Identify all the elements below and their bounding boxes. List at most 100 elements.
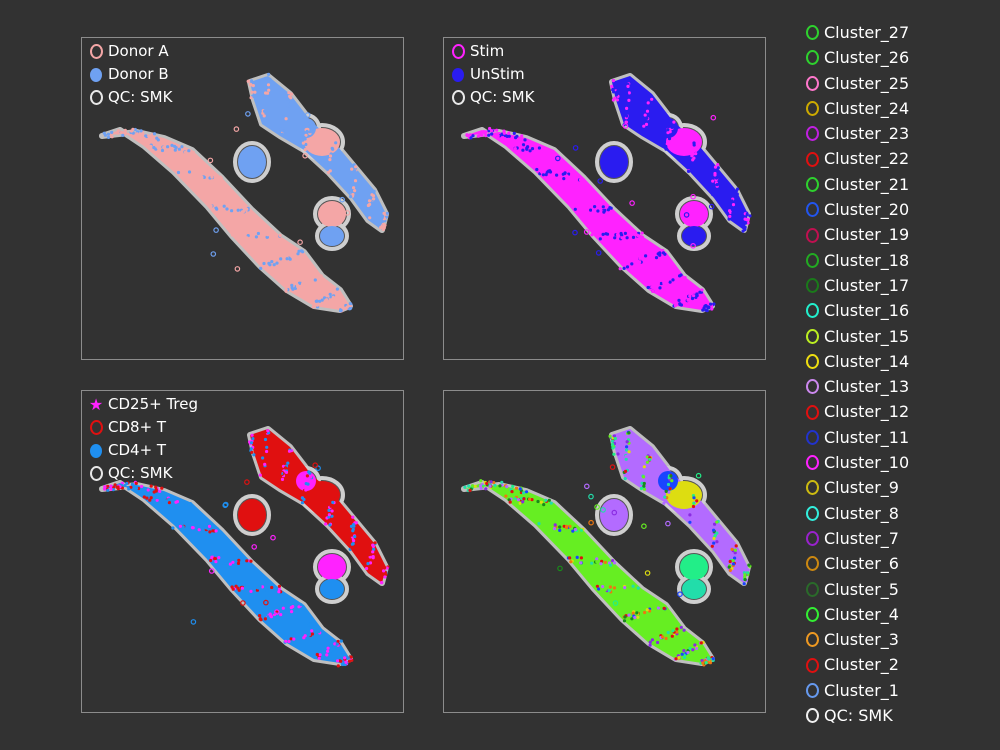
cell-point [336,659,340,663]
cell-point [303,148,307,152]
cell-point [272,263,276,267]
cell-point [643,610,647,615]
legend-label: Stim [470,42,505,60]
outlier-point [260,255,267,262]
cell-point [121,133,125,137]
legend-label: Cluster_1 [824,680,899,700]
cell-point [730,547,734,551]
cell-point [695,292,699,296]
cell-point [352,186,356,190]
cell-point [262,265,266,269]
cell-point [706,306,710,310]
cell-point [495,128,499,132]
cell-point [301,283,305,287]
cell-point [180,145,184,149]
cell-point [311,305,315,309]
cell-point [733,200,737,204]
cell-point [326,646,330,650]
cell-point [149,496,153,500]
cell-point [680,652,684,656]
cell-point [496,134,500,138]
cell-point [368,552,372,557]
cell-point [305,474,309,478]
cell-point [540,170,544,174]
cell-point [625,448,629,452]
cell-point [263,617,267,621]
cell-point [210,555,214,559]
cell-point [383,566,387,570]
legend-item: UnStim [450,63,534,86]
cell-point [742,582,746,586]
cell-point [648,640,652,644]
cell-point [293,640,297,645]
ring-icon [804,581,820,597]
cell-point [290,610,294,614]
cell-point [595,232,599,237]
cell-point [565,524,569,528]
cell-point [692,496,696,500]
cell-point [547,498,551,502]
cell-point [204,526,208,530]
cell-point [290,283,294,287]
cell-point [267,232,271,236]
legend-label: Cluster_5 [824,579,899,599]
legend-item: Cluster_7 [804,526,909,551]
cell-point [320,649,324,653]
outlier-point [190,619,197,625]
cell-point [716,166,720,170]
cell-point [743,573,747,577]
cell-point [315,303,319,307]
cell-point [366,562,370,566]
legend-item: ★ CD25+ Treg [88,393,198,416]
cell-point [596,209,600,213]
cell-point [603,560,607,564]
cell-point [106,135,111,139]
cell-point [129,485,133,489]
cell-point [579,561,583,565]
cell-density-region [320,226,344,246]
cell-point [507,134,511,138]
cell-point [631,258,635,262]
cell-point [701,308,705,312]
cell-point [712,536,716,541]
cell-point [166,145,170,149]
cell-point [553,523,557,527]
cell-point [261,452,265,456]
cell-point [329,643,333,648]
cell-point [351,529,355,533]
legend-label: CD8+ T [108,418,167,436]
cell-point [328,292,332,296]
cell-point [236,561,241,565]
cell-point [103,485,107,489]
legend-label: Cluster_22 [824,149,910,169]
cell-point [695,646,699,651]
cell-point [568,556,572,560]
outlier-point [274,609,280,615]
cell-point [625,91,629,95]
cell-point [468,133,472,137]
cell-point [478,484,483,488]
cell-point [217,556,221,560]
cell-point [317,656,321,660]
cell-point [295,636,299,641]
cell-point [611,442,615,446]
ring-icon [88,466,104,482]
cell-point [488,484,492,488]
cell-point [303,281,307,285]
cell-point [574,177,578,181]
cell-point [246,79,251,83]
cell-point [748,214,752,218]
cell-point [695,142,699,146]
cell-point [644,116,648,120]
cell-point [160,486,164,490]
cell-point [290,92,294,96]
cell-point [612,586,617,590]
cell-point [611,559,615,563]
legend-label: Cluster_9 [824,478,899,498]
outlier-point [677,591,683,598]
cell-point [265,91,270,95]
cell-point [322,296,327,300]
cell-point [296,285,300,289]
cell-point [145,496,149,500]
cell-point [354,165,358,169]
